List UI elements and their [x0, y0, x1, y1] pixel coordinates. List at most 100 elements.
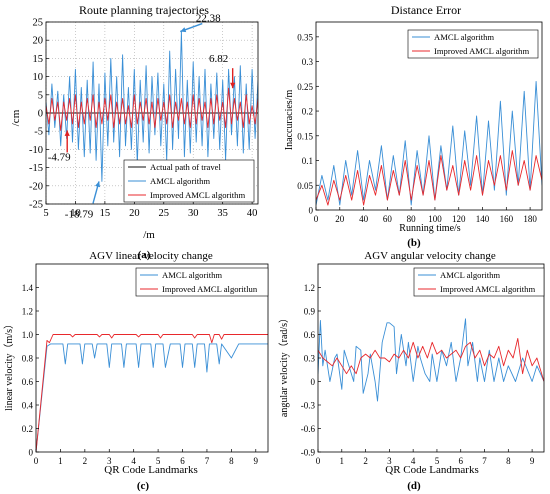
x-tick-label: 5	[435, 456, 440, 466]
y-tick-label: 0	[311, 377, 316, 387]
y-tick-label: 1.2	[22, 307, 33, 317]
x-tick-label: 35	[217, 208, 228, 219]
y-tick-label: 0.6	[304, 330, 316, 340]
legend-label: AMCL algorithm	[162, 270, 222, 280]
annotation-label: 6.82	[209, 53, 228, 65]
y-tick-label: 0.2	[22, 424, 33, 434]
legend-label: AMCL algorithm	[150, 176, 210, 186]
x-tick-label: 1	[340, 456, 345, 466]
y-tick-label: 0.6	[22, 377, 34, 387]
x-tick-label: 1	[58, 456, 63, 466]
y-tick-label: 0.35	[297, 32, 313, 42]
panel-a-label: (a)	[138, 249, 151, 261]
y-tick-label: 20	[33, 36, 44, 47]
x-tick-label: 9	[254, 456, 259, 466]
legend-label: Actual path of travel	[150, 162, 221, 172]
y-tick-label: 1.2	[304, 283, 315, 293]
x-tick-label: 20	[129, 208, 140, 219]
series-group	[36, 334, 268, 452]
annotation-arrowhead	[95, 181, 101, 188]
panel-c-plot: 0 1 2 3 4 5 6 7 8 9 0 0.2 0.4 0.6 0.8 1.0 1.2 1.4 AMCL alg…	[22, 263, 269, 466]
y-tick-label: 0.9	[304, 307, 316, 317]
y-tick-label: 25	[33, 18, 44, 29]
y-tick-label: -5	[34, 127, 43, 138]
x-tick-label: 140	[476, 214, 490, 224]
panel-d-label: (d)	[407, 480, 421, 492]
annotation-label: -4.79	[48, 151, 71, 163]
series-line-amcl-algorithm	[318, 318, 544, 402]
panel-a-plot: 5 10 15 20 25 30 35 40 -25 -20 -15 -10 -5 0 5 10 15 20 25 A…	[29, 13, 259, 220]
y-tick-label: 0.3	[304, 354, 316, 364]
series-line-improved-amcl-algorithm	[316, 150, 542, 206]
y-tick-label: 0	[309, 206, 314, 216]
y-tick-label: 0.4	[22, 401, 34, 411]
x-tick-label: 160	[500, 214, 514, 224]
x-tick-label: 40	[247, 208, 258, 219]
series-group	[46, 31, 258, 182]
y-tick-label: 0.05	[297, 181, 313, 191]
y-tick-label: 0.15	[297, 131, 313, 141]
legend-label: Improved AMCL algorithm	[440, 284, 535, 294]
panel-d-xlabel: QR Code Landmarks	[385, 464, 478, 476]
panel-b-label: (b)	[407, 237, 421, 249]
y-tick-label: 1.4	[22, 283, 34, 293]
x-tick-label: 8	[229, 456, 234, 466]
panel-b-xlabel: Running time/s	[399, 223, 461, 234]
x-tick-label: 180	[523, 214, 537, 224]
legend-label: Improved AMCL algorithm	[150, 190, 245, 200]
legend-label: AMCL algorithm	[440, 270, 500, 280]
panel-d-plot: 0 1 2 3 4 5 6 7 8 9 -0.9 -0.6 -0.3 0 0.3 0.6 0.9 1.2 AMCL …	[301, 263, 545, 466]
y-tick-label: -25	[29, 200, 43, 211]
annotation-arrowhead	[180, 27, 187, 33]
x-tick-label: 6	[458, 456, 463, 466]
y-tick-label: -20	[29, 181, 43, 192]
series-group	[318, 318, 544, 402]
x-tick-label: 30	[188, 208, 199, 219]
panel-d: AGV angular velocity change angular velo…	[278, 250, 545, 492]
series-line-amcl-algorithm	[36, 343, 268, 452]
x-tick-label: 4	[411, 456, 416, 466]
y-tick-label: 1.0	[22, 330, 34, 340]
x-tick-label: 5	[156, 456, 161, 466]
panel-b-plot: 0 20 40 60 80 100 120 140 160 180 0 0.05 0.1 0.15 0.2 0…	[297, 21, 543, 224]
x-tick-label: 3	[107, 456, 112, 466]
x-tick-label: 0	[314, 214, 319, 224]
panel-c: AGV linear velocity change linear veloci…	[3, 250, 269, 492]
panel-c-ylabel: linear velocity（m/s）	[3, 319, 15, 411]
panel-a-title: Route planning trajectories	[79, 3, 209, 17]
panel-c-title: AGV linear velocity change	[89, 250, 213, 262]
x-tick-label: 0	[316, 456, 321, 466]
annotation-arrowhead	[64, 130, 70, 136]
panel-a-xlabel: /m	[143, 229, 155, 241]
legend-label: AMCL algorithm	[434, 32, 494, 42]
y-tick-label: 0.25	[297, 82, 313, 92]
x-tick-label: 120	[452, 214, 466, 224]
axes-frame	[315, 21, 543, 211]
panel-c-xlabel: QR Code Landmarks	[104, 464, 197, 476]
x-tick-label: 7	[205, 456, 210, 466]
x-tick-label: 25	[159, 208, 170, 219]
legend-box	[413, 267, 545, 297]
y-tick-label: 15	[33, 54, 44, 65]
panel-b-ylabel: Inaccuracies/m	[284, 90, 295, 151]
x-tick-label: 4	[131, 456, 136, 466]
x-tick-label: 60	[383, 214, 393, 224]
series-line-improved-amcl-algoritlun	[36, 334, 268, 452]
x-tick-label: 2	[363, 456, 368, 466]
series-line-improved-amcl-algorithm	[318, 337, 544, 382]
x-tick-label: 9	[530, 456, 535, 466]
panel-c-label: (c)	[137, 480, 150, 492]
y-tick-label: -10	[29, 145, 43, 156]
y-tick-label: 0.8	[22, 354, 34, 364]
annotation-arrowhead	[230, 82, 236, 89]
panel-a-ylabel: /cm	[10, 109, 22, 126]
y-tick-label: -0.9	[301, 448, 316, 458]
series-line-improved-amcl-algorithm	[46, 87, 258, 131]
panel-d-title: AGV angular velocity change	[364, 250, 496, 262]
y-tick-label: -15	[29, 163, 43, 174]
x-tick-label: 0	[34, 456, 39, 466]
y-tick-label: 0	[38, 109, 43, 120]
legend-box	[407, 29, 539, 59]
panel-d-ylabel: angular velocity（rad/s）	[278, 313, 290, 417]
